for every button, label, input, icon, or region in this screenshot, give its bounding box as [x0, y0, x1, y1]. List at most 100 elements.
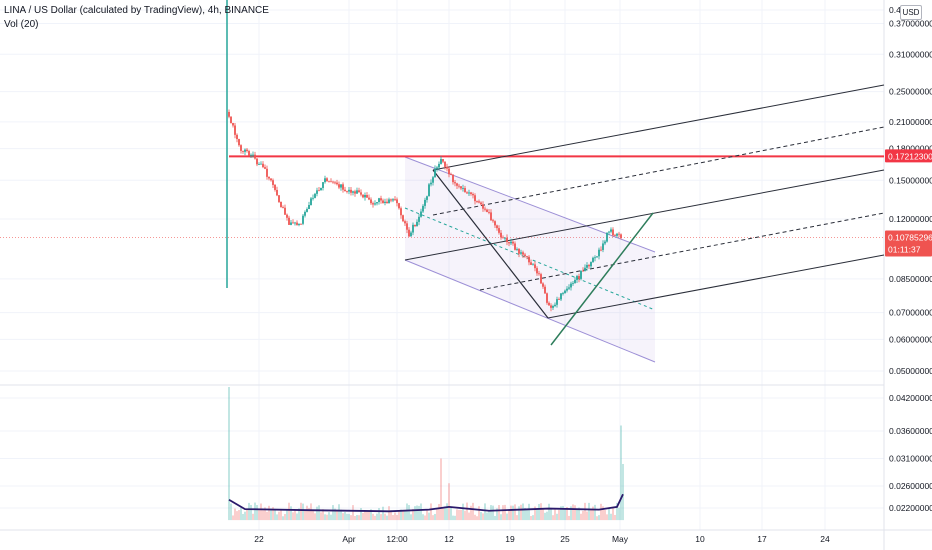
- candle-body: [448, 168, 450, 175]
- candle-body: [498, 228, 500, 233]
- volume-bar: [440, 458, 442, 521]
- volume-bar: [550, 508, 552, 521]
- candle-body: [500, 232, 502, 238]
- volume-bar: [364, 510, 366, 521]
- candle-body: [360, 192, 362, 195]
- volume-bar: [292, 512, 294, 521]
- volume-bar: [380, 514, 382, 521]
- candle-body: [454, 182, 456, 184]
- pitchfork-lower: [547, 254, 885, 319]
- volume-bar: [298, 508, 300, 521]
- volume-bar: [598, 515, 600, 521]
- volume-bar: [280, 509, 282, 521]
- volume-bar: [514, 504, 516, 521]
- volume-bar: [228, 387, 230, 521]
- volume-bar: [294, 510, 296, 521]
- volume-bar: [468, 512, 470, 521]
- volume-bar: [522, 503, 524, 521]
- candle-body: [248, 151, 250, 156]
- price-tick-label: 0.4: [889, 5, 901, 15]
- volume-bar: [552, 515, 554, 521]
- candle-body: [614, 235, 616, 237]
- candle-body: [508, 242, 510, 244]
- volume-bar: [548, 503, 550, 521]
- candle-body: [294, 222, 296, 224]
- volume-bar: [532, 515, 534, 521]
- volume-bar: [498, 505, 500, 521]
- candle-body: [328, 181, 330, 183]
- candle-body: [436, 167, 438, 169]
- volume-bar: [534, 506, 536, 521]
- candle-body: [596, 256, 598, 258]
- volume-bar: [618, 507, 620, 521]
- volume-bar: [472, 502, 474, 521]
- volume-bar: [560, 506, 562, 521]
- candle-body: [510, 241, 512, 244]
- volume-bar: [544, 512, 546, 521]
- volume-bar: [286, 510, 288, 521]
- volume-bar: [388, 506, 390, 521]
- chart-legend: LINA / US Dollar (calculated by TradingV…: [4, 4, 269, 32]
- candle-body: [260, 163, 262, 165]
- symbol-title[interactable]: LINA / US Dollar (calculated by TradingV…: [4, 5, 269, 16]
- volume-bar: [456, 509, 458, 521]
- candle-body: [506, 237, 508, 243]
- candle-body: [592, 257, 594, 263]
- candle-body: [252, 154, 254, 156]
- candle-body: [488, 212, 490, 213]
- volume-bar: [494, 515, 496, 521]
- candle-body: [232, 122, 234, 126]
- candle-body: [336, 182, 338, 185]
- time-tick-label: 12:00: [386, 534, 408, 544]
- candle-body: [330, 181, 332, 183]
- price-axis[interactable]: 0.4 0.37000000 0.31000000 0.25000000 0.21000…: [889, 5, 932, 513]
- volume-bar: [526, 509, 528, 521]
- volume-bar: [350, 515, 352, 521]
- candle-body: [564, 290, 566, 294]
- candle-body: [242, 150, 244, 152]
- volume-bar: [590, 509, 592, 521]
- volume-bar: [592, 506, 594, 521]
- time-axis[interactable]: 22 Apr 12:00 12 19 25 May 10 17 24: [254, 534, 830, 544]
- volume-bar: [336, 510, 338, 521]
- candle-body: [338, 184, 340, 188]
- volume-bar: [296, 513, 298, 521]
- candle-body: [334, 182, 336, 184]
- candle-body: [290, 222, 292, 225]
- candle-body: [496, 225, 498, 229]
- currency-badge[interactable]: USD: [900, 5, 922, 20]
- candle-body: [468, 192, 470, 194]
- candle-body: [282, 207, 284, 208]
- candle-body: [382, 200, 384, 203]
- candle-body: [324, 178, 326, 183]
- volume-bar: [396, 514, 398, 521]
- volume-bar: [410, 514, 412, 521]
- volume-bar: [588, 502, 590, 521]
- volume-bar: [374, 515, 376, 521]
- volume-bar: [258, 510, 260, 521]
- candle-body: [606, 232, 608, 242]
- volume-bar: [502, 505, 504, 521]
- volume-bar: [232, 515, 234, 521]
- volume-bar: [570, 506, 572, 521]
- candle-body: [280, 201, 282, 208]
- candle-body: [250, 154, 252, 156]
- volume-bar: [496, 508, 498, 521]
- candle-body: [384, 201, 386, 203]
- candle-body: [272, 180, 274, 185]
- volume-bar: [582, 510, 584, 521]
- candle-body: [482, 204, 484, 209]
- candle-body: [558, 299, 560, 300]
- candle-body: [424, 199, 426, 206]
- volume-bar: [320, 512, 322, 521]
- volume-bar: [356, 515, 358, 521]
- candle-body: [304, 211, 306, 216]
- candle-body: [588, 265, 590, 267]
- volume-bar: [586, 511, 588, 521]
- candle-body: [540, 274, 542, 284]
- candle-body: [470, 192, 472, 194]
- volume-indicator-label[interactable]: Vol (20): [4, 19, 39, 30]
- candle-body: [552, 306, 554, 308]
- candle-body: [296, 222, 298, 225]
